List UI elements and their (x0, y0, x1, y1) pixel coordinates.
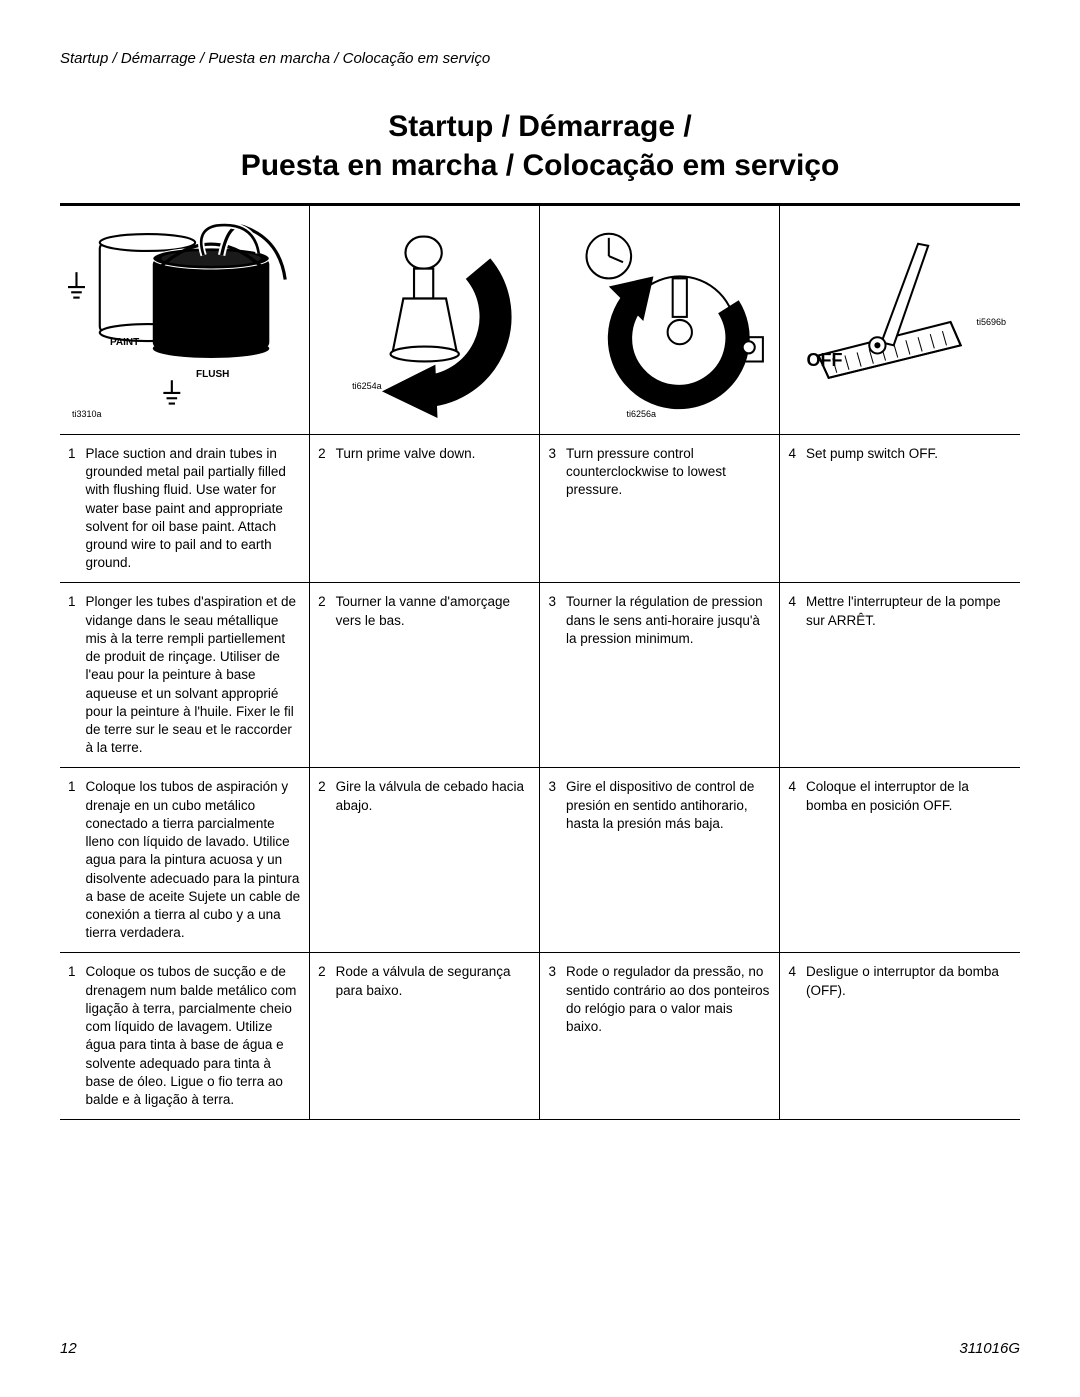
step-text: Plonger les tubes d'aspiration et de vid… (86, 593, 302, 757)
step-num: 4 (788, 963, 796, 999)
step-text: Coloque los tubos de aspiración y drenaj… (86, 778, 302, 942)
startup-steps-table: PAINT FLUSH ti3310a ti (60, 205, 1020, 1120)
step-text: Rode a válvula de segurança para baixo. (336, 963, 532, 999)
figref-1: ti3310a (72, 408, 102, 420)
step-text: Desligue o interruptor da bomba (OFF). (806, 963, 1012, 999)
step-text: Place suction and drain tubes in grounde… (86, 445, 302, 573)
step-num: 3 (548, 778, 556, 833)
step-text: Coloque os tubos de sucção e de drenagem… (86, 963, 302, 1109)
step-text: Set pump switch OFF. (806, 445, 1012, 463)
title-line-1: Startup / Démarrage / (388, 110, 691, 143)
running-head: Startup / Démarrage / Puesta en marcha /… (60, 50, 1020, 67)
step-num: 4 (788, 445, 796, 463)
step-num: 1 (68, 593, 76, 757)
image-cell-2: ti6254a (310, 206, 540, 435)
step-num: 3 (548, 963, 556, 1036)
step-text: Turn pressure control counterclockwise t… (566, 445, 771, 500)
step-num: 1 (68, 445, 76, 573)
step-text: Tourner la régulation de pression dans l… (566, 593, 771, 648)
image-cell-4: OFF ti5696b (780, 206, 1020, 435)
table-row: 1Plonger les tubes d'aspiration et de vi… (60, 583, 1020, 768)
page-number: 12 (60, 1340, 77, 1357)
title-line-2: Puesta en marcha / Colocação em serviço (241, 149, 840, 182)
page-title: Startup / Démarrage / Puesta en marcha /… (60, 107, 1020, 185)
table-image-row: PAINT FLUSH ti3310a ti (60, 206, 1020, 435)
step-num: 3 (548, 445, 556, 500)
step-num: 2 (318, 963, 326, 999)
step-text: Rode o regulador da pressão, no sentido … (566, 963, 771, 1036)
table-row: 1Coloque los tubos de aspiración y drena… (60, 768, 1020, 953)
figref-3: ti6256a (626, 408, 656, 420)
step-text: Gire la válvula de cebado hacia abajo. (336, 778, 532, 814)
step-text: Coloque el interruptor de la bomba en po… (806, 778, 1012, 814)
step-num: 1 (68, 778, 76, 942)
flush-label: FLUSH (196, 368, 229, 382)
step-num: 2 (318, 445, 326, 463)
paint-label: PAINT (110, 336, 139, 350)
table-row: 1Coloque os tubos de sucção e de drenage… (60, 953, 1020, 1120)
doc-id: 311016G (959, 1340, 1020, 1357)
bucket-ground-icon (68, 218, 301, 426)
prime-valve-icon (318, 218, 531, 426)
figref-4: ti5696b (976, 316, 1006, 328)
step-num: 4 (788, 593, 796, 629)
step-text: Turn prime valve down. (336, 445, 532, 463)
table-row: 1Place suction and drain tubes in ground… (60, 434, 1020, 583)
image-cell-1: PAINT FLUSH ti3310a (60, 206, 310, 435)
footer: 12 311016G (60, 1340, 1020, 1357)
step-text: Tourner la vanne d'amorçage vers le bas. (336, 593, 532, 629)
step-text: Mettre l'interrupteur de la pompe sur AR… (806, 593, 1012, 629)
off-label: OFF (806, 348, 842, 372)
pressure-dial-icon (548, 218, 771, 426)
step-num: 1 (68, 963, 76, 1109)
image-cell-3: ti6256a (540, 206, 780, 435)
step-num: 3 (548, 593, 556, 648)
step-num: 2 (318, 778, 326, 814)
step-text: Gire el dispositivo de control de presió… (566, 778, 771, 833)
step-num: 4 (788, 778, 796, 814)
step-num: 2 (318, 593, 326, 629)
figref-2: ti6254a (352, 380, 382, 392)
